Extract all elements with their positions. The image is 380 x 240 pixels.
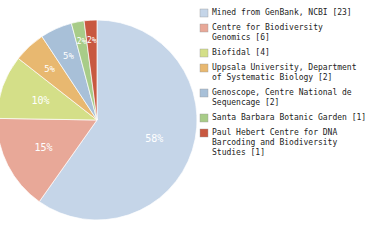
data-label: 15% xyxy=(34,142,52,153)
legend-item: Mined from GenBank, NCBI [23] xyxy=(200,8,352,17)
legend-swatch xyxy=(200,129,208,137)
legend-item: Uppsala University, Departmentof Systema… xyxy=(200,63,357,82)
legend-label-line: Studies [1] xyxy=(212,148,265,157)
legend-swatch xyxy=(200,24,208,32)
legend-label-line: of Systematic Biology [2] xyxy=(212,73,332,82)
legend-label-line: Genoscope, Centre National de xyxy=(212,88,352,97)
legend-item: Santa Barbara Botanic Garden [1] xyxy=(200,113,366,122)
legend-label-line: Genomics [6] xyxy=(212,33,270,42)
pie-slice xyxy=(71,21,97,120)
legend-label-line: Santa Barbara Botanic Garden [1] xyxy=(212,113,366,122)
pie-slice xyxy=(0,118,97,201)
legend-label-line: Paul Hebert Centre for DNA xyxy=(212,128,337,137)
legend-label: Genoscope, Centre National deSequencage … xyxy=(212,88,352,107)
data-label: 5% xyxy=(63,51,74,61)
legend-item: Paul Hebert Centre for DNABarcoding and … xyxy=(200,128,337,157)
data-label: 10% xyxy=(31,94,49,105)
legend-swatch xyxy=(200,89,208,97)
legend-label: Mined from GenBank, NCBI [23] xyxy=(212,8,352,17)
legend-label: Biofidal [4] xyxy=(212,48,270,57)
legend-label-line: Sequencage [2] xyxy=(212,98,279,107)
pie xyxy=(0,20,197,220)
data-label: 5% xyxy=(44,64,55,74)
legend-label-line: Mined from GenBank, NCBI [23] xyxy=(212,8,352,17)
legend-swatch xyxy=(200,64,208,72)
legend-label-line: Uppsala University, Department xyxy=(212,63,357,72)
legend-item: Centre for BiodiversityGenomics [6] xyxy=(200,23,323,42)
data-label: 58% xyxy=(145,133,163,144)
legend-label-line: Centre for Biodiversity xyxy=(212,23,323,32)
data-label: 2% xyxy=(87,36,97,45)
legend-label-line: Biofidal [4] xyxy=(212,48,270,57)
data-label: 2% xyxy=(77,37,87,46)
legend: Mined from GenBank, NCBI [23] Centre for … xyxy=(200,8,366,157)
legend-swatch xyxy=(200,49,208,57)
legend-label: Santa Barbara Botanic Garden [1] xyxy=(212,113,366,122)
pie-slice xyxy=(84,20,97,120)
legend-label: Centre for BiodiversityGenomics [6] xyxy=(212,23,323,42)
legend-item: Biofidal [4] xyxy=(200,48,270,57)
legend-label: Paul Hebert Centre for DNABarcoding and … xyxy=(212,128,337,157)
legend-swatch xyxy=(200,114,208,122)
legend-item: Genoscope, Centre National deSequencage … xyxy=(200,88,352,107)
legend-label: Uppsala University, Departmentof Systema… xyxy=(212,63,357,82)
legend-swatch xyxy=(200,9,208,17)
legend-label-line: Barcoding and Biodiversity xyxy=(212,138,337,147)
data-labels: 58%15%10%5%5%2%2% xyxy=(31,36,163,153)
chart: 58%15%10%5%5%2%2%Mined from GenBank, NCB… xyxy=(0,0,380,240)
